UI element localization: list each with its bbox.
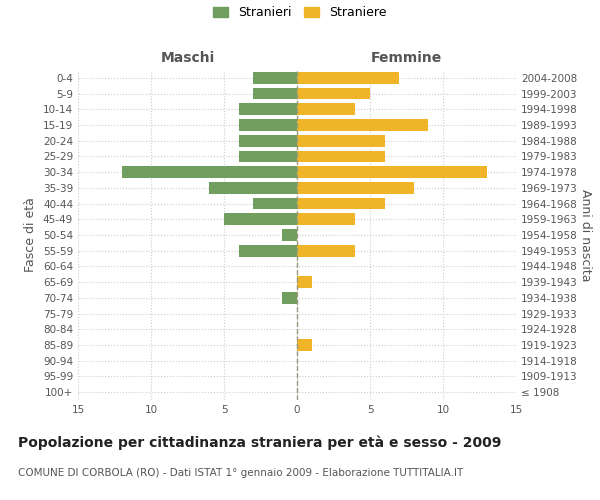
Bar xyxy=(253,88,297,100)
Legend: Stranieri, Straniere: Stranieri, Straniere xyxy=(213,6,387,19)
Bar xyxy=(239,245,297,256)
Bar xyxy=(297,245,355,256)
Bar xyxy=(297,276,311,288)
Bar xyxy=(283,229,297,241)
Bar xyxy=(297,88,370,100)
Bar xyxy=(297,104,355,115)
Text: Popolazione per cittadinanza straniera per età e sesso - 2009: Popolazione per cittadinanza straniera p… xyxy=(18,435,502,450)
Bar xyxy=(297,214,355,225)
Bar xyxy=(239,104,297,115)
Bar xyxy=(239,119,297,131)
Bar xyxy=(297,166,487,178)
Bar xyxy=(224,214,297,225)
Bar xyxy=(297,72,399,84)
Text: COMUNE DI CORBOLA (RO) - Dati ISTAT 1° gennaio 2009 - Elaborazione TUTTITALIA.IT: COMUNE DI CORBOLA (RO) - Dati ISTAT 1° g… xyxy=(18,468,463,477)
Y-axis label: Anni di nascita: Anni di nascita xyxy=(578,188,592,281)
Bar xyxy=(253,72,297,84)
Bar xyxy=(239,135,297,146)
Bar xyxy=(122,166,297,178)
Bar xyxy=(297,182,414,194)
Text: Maschi: Maschi xyxy=(160,52,215,66)
Bar xyxy=(239,150,297,162)
Bar xyxy=(297,135,385,146)
Bar xyxy=(297,198,385,209)
Bar xyxy=(297,339,311,351)
Bar xyxy=(253,198,297,209)
Text: Femmine: Femmine xyxy=(371,52,442,66)
Bar xyxy=(297,119,428,131)
Y-axis label: Fasce di età: Fasce di età xyxy=(25,198,37,272)
Bar xyxy=(297,150,385,162)
Bar xyxy=(209,182,297,194)
Bar xyxy=(283,292,297,304)
